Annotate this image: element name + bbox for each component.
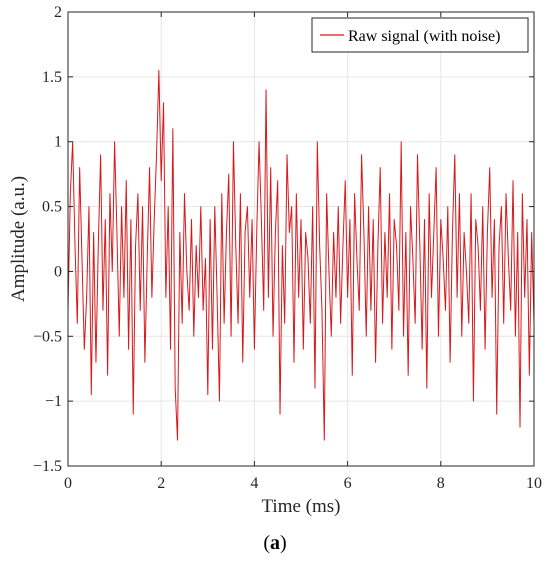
caption-letter: a bbox=[270, 532, 280, 554]
y-tick-label: 0 bbox=[54, 263, 62, 280]
plot-frame bbox=[67, 11, 535, 467]
x-tick-label: 8 bbox=[437, 475, 445, 492]
legend: Raw signal (with noise) bbox=[311, 17, 529, 53]
series-layer bbox=[67, 69, 535, 441]
x-tick-labels: 0 2 4 6 8 10 bbox=[64, 475, 542, 492]
y-tick-label: 2 bbox=[54, 4, 62, 21]
x-tick-label: 2 bbox=[157, 475, 165, 492]
series-line-raw-signal bbox=[67, 69, 535, 441]
x-axis-label: Time (ms) bbox=[261, 496, 340, 517]
y-tick-labels: −1.5 −1 −0.5 0 0.5 1 1.5 2 bbox=[33, 4, 62, 475]
x-tick-label: 6 bbox=[344, 475, 352, 492]
x-tick-label: 0 bbox=[64, 475, 72, 492]
y-axis-label: Amplitude (a.u.) bbox=[8, 176, 29, 302]
y-tick-label: −1.5 bbox=[33, 458, 62, 475]
axis-ticks bbox=[67, 11, 535, 467]
y-tick-label: 1 bbox=[54, 134, 62, 151]
y-tick-label: −0.5 bbox=[33, 328, 62, 345]
legend-box bbox=[311, 17, 529, 53]
x-tick-label: 10 bbox=[526, 475, 542, 492]
y-tick-label: 1.5 bbox=[42, 69, 62, 86]
y-tick-label: 0.5 bbox=[42, 199, 62, 216]
y-tick-label: −1 bbox=[45, 393, 62, 410]
figure-caption: (a) bbox=[263, 532, 287, 554]
x-tick-label: 4 bbox=[250, 475, 258, 492]
legend-label: Raw signal (with noise) bbox=[348, 28, 500, 45]
